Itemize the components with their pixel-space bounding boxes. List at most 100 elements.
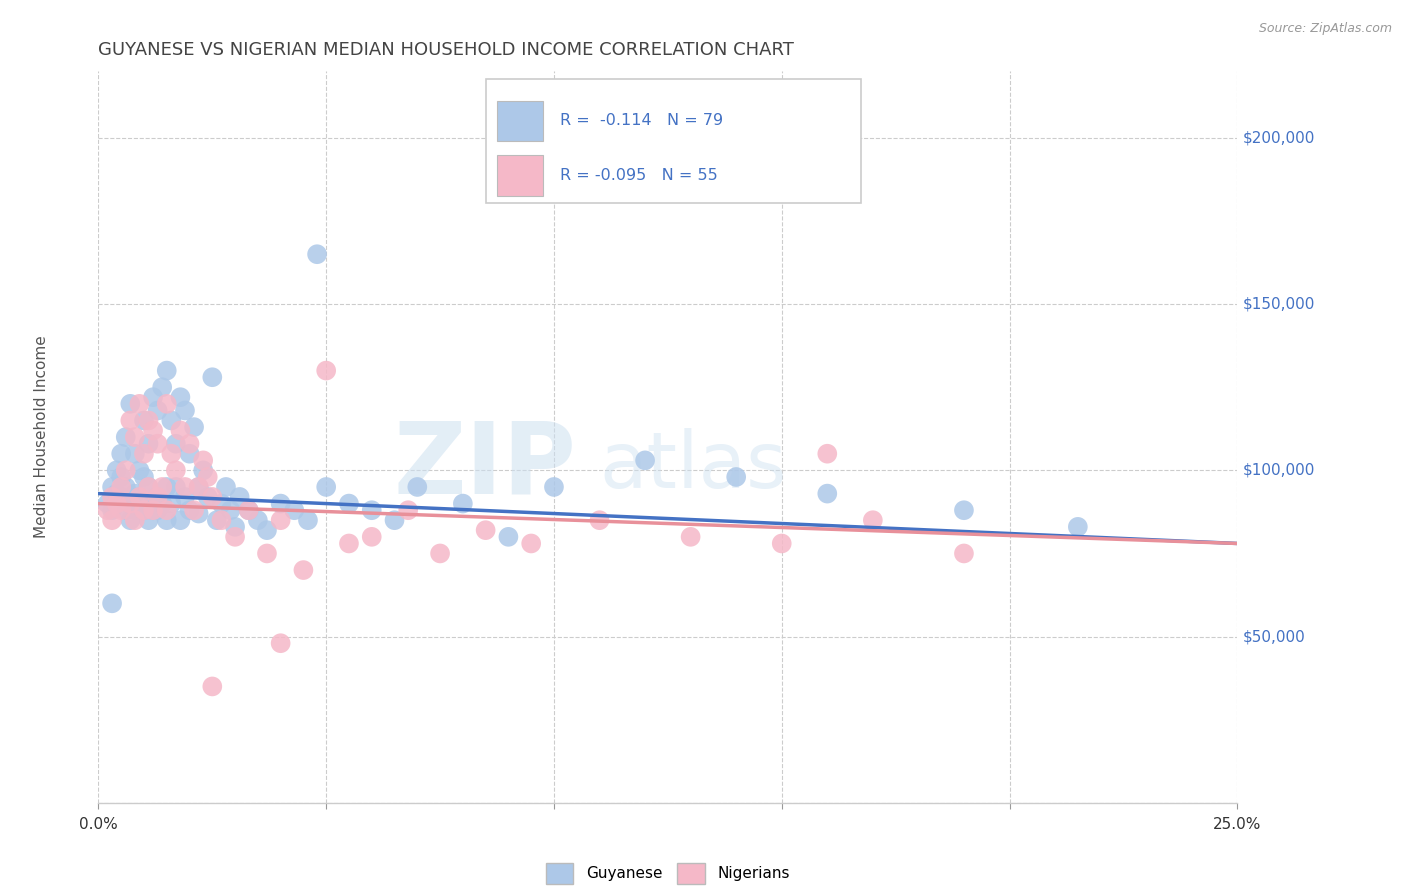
Point <box>124 503 146 517</box>
Point <box>360 530 382 544</box>
Point <box>105 486 128 500</box>
Text: $150,000: $150,000 <box>1243 297 1316 311</box>
Point <box>150 480 173 494</box>
Point <box>101 513 124 527</box>
Point <box>315 480 337 494</box>
Point <box>146 503 169 517</box>
Point <box>238 503 260 517</box>
Point <box>101 596 124 610</box>
Point <box>228 490 250 504</box>
Text: R =  -0.114   N = 79: R = -0.114 N = 79 <box>560 113 723 128</box>
Point <box>165 463 187 477</box>
Point <box>132 503 155 517</box>
Point <box>193 463 215 477</box>
Point <box>953 546 976 560</box>
Text: $100,000: $100,000 <box>1243 463 1316 478</box>
Point <box>160 497 183 511</box>
Point <box>120 497 142 511</box>
Point <box>156 513 179 527</box>
Point <box>337 497 360 511</box>
Point <box>174 403 197 417</box>
Point <box>105 463 128 477</box>
Point <box>114 480 136 494</box>
Point <box>219 503 242 517</box>
Point <box>160 447 183 461</box>
Point <box>165 480 187 494</box>
Point <box>201 370 224 384</box>
Point <box>270 497 292 511</box>
Point <box>474 523 496 537</box>
Point <box>256 523 278 537</box>
Point <box>150 380 173 394</box>
Point <box>156 480 179 494</box>
Point <box>679 530 702 544</box>
Point <box>169 513 191 527</box>
Text: Source: ZipAtlas.com: Source: ZipAtlas.com <box>1258 22 1392 36</box>
Point <box>238 503 260 517</box>
Point <box>156 363 179 377</box>
Point <box>498 530 520 544</box>
Point <box>179 503 201 517</box>
Point <box>205 513 228 527</box>
Point <box>128 490 150 504</box>
Point <box>132 503 155 517</box>
Point <box>165 436 187 450</box>
Point <box>128 463 150 477</box>
Point <box>101 480 124 494</box>
Point <box>169 390 191 404</box>
Point <box>114 503 136 517</box>
Point <box>124 486 146 500</box>
Text: $50,000: $50,000 <box>1243 629 1306 644</box>
Point <box>209 497 232 511</box>
Point <box>283 503 305 517</box>
Point <box>174 490 197 504</box>
Point <box>138 480 160 494</box>
Point <box>124 447 146 461</box>
Point <box>156 503 179 517</box>
Point <box>406 480 429 494</box>
Point <box>201 490 224 504</box>
Point <box>142 390 165 404</box>
Point <box>193 453 215 467</box>
Point <box>110 480 132 494</box>
Point <box>187 507 209 521</box>
Point <box>862 513 884 527</box>
Point <box>101 490 124 504</box>
Point <box>187 480 209 494</box>
Point <box>132 447 155 461</box>
Point <box>120 513 142 527</box>
Point <box>520 536 543 550</box>
Point <box>1067 520 1090 534</box>
Point <box>142 497 165 511</box>
Point <box>132 413 155 427</box>
FancyBboxPatch shape <box>498 155 543 195</box>
Point <box>215 480 238 494</box>
Point <box>360 503 382 517</box>
Point <box>588 513 610 527</box>
Point <box>183 420 205 434</box>
Point <box>146 403 169 417</box>
Point <box>160 413 183 427</box>
Point <box>634 453 657 467</box>
Point <box>953 503 976 517</box>
Point <box>110 470 132 484</box>
Point <box>224 520 246 534</box>
Point <box>132 470 155 484</box>
Point <box>120 497 142 511</box>
Point <box>725 470 748 484</box>
Point <box>110 490 132 504</box>
Point <box>307 247 329 261</box>
Point <box>120 413 142 427</box>
Point <box>138 513 160 527</box>
Point <box>543 480 565 494</box>
Point <box>156 397 179 411</box>
Point <box>142 503 165 517</box>
Point <box>270 636 292 650</box>
Point <box>179 447 201 461</box>
Point <box>105 497 128 511</box>
Point <box>114 430 136 444</box>
Point <box>128 490 150 504</box>
Point <box>384 513 406 527</box>
Point <box>297 513 319 527</box>
Point <box>256 546 278 560</box>
